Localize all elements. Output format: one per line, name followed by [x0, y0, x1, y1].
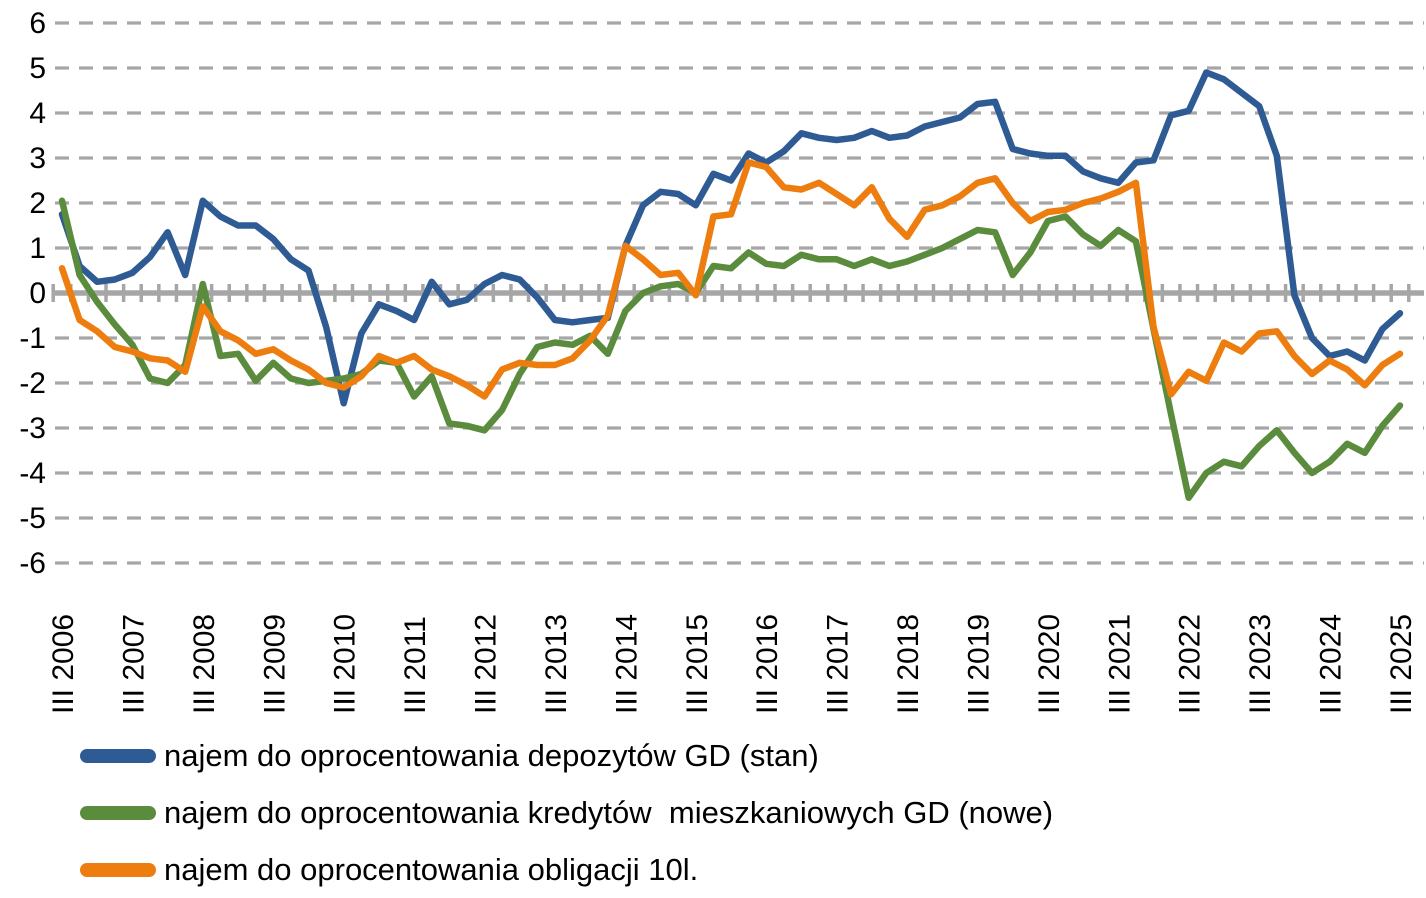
y-axis-tick-label: 6 [29, 7, 46, 40]
x-axis-tick-label: III 2010 [329, 614, 362, 714]
x-axis-tick-label: III 2007 [117, 614, 150, 714]
legend-item-bonds: najem do oprocentowania obligacji 10l. [80, 850, 1053, 890]
legend-swatch-mortgages-icon [80, 806, 156, 820]
legend: najem do oprocentowania depozytów GD (st… [80, 736, 1053, 890]
y-axis-tick-label: -3 [19, 412, 46, 445]
x-axis-tick-label: III 2014 [610, 614, 643, 714]
x-axis-tick-label: III 2016 [751, 614, 784, 714]
series-line-2 [58, 159, 1404, 400]
series-line-0 [58, 69, 1404, 407]
legend-item-mortgages: najem do oprocentowania kredytów mieszka… [80, 793, 1053, 833]
x-axis-tick-label: III 2009 [258, 614, 291, 714]
y-axis-tick-label: -6 [19, 547, 46, 580]
x-axis-tick-label: III 2021 [1103, 614, 1136, 714]
x-axis-tick-label: III 2023 [1244, 614, 1277, 714]
legend-item-deposits: najem do oprocentowania depozytów GD (st… [80, 736, 1053, 776]
x-axis-tick-label: III 2022 [1174, 614, 1207, 714]
x-axis-tick-label: III 2013 [540, 614, 573, 714]
x-axis-tick-label: III 2017 [822, 614, 855, 714]
y-axis-tick-label: -5 [19, 502, 46, 535]
x-axis-tick-label: III 2025 [1385, 614, 1418, 714]
legend-label-deposits: najem do oprocentowania depozytów GD (st… [164, 738, 819, 773]
y-axis-tick-label: -2 [19, 367, 46, 400]
y-axis-tick-label: 2 [29, 187, 46, 220]
y-axis-tick-label: 1 [29, 232, 46, 265]
x-axis-tick-label: III 2024 [1315, 614, 1348, 714]
legend-swatch-deposits-icon [80, 749, 156, 763]
y-axis-tick-label: -1 [19, 322, 46, 355]
legend-label-mortgages: najem do oprocentowania kredytów mieszka… [164, 795, 1054, 830]
x-axis-tick-label: III 2019 [962, 614, 995, 714]
x-axis-tick-label: III 2020 [1033, 614, 1066, 714]
y-axis-tick-label: -4 [19, 457, 46, 490]
legend-label-bonds: najem do oprocentowania obligacji 10l. [164, 852, 699, 887]
x-axis-tick-label: III 2008 [188, 614, 221, 714]
x-axis-tick-label: III 2018 [892, 614, 925, 714]
series-line-1 [58, 197, 1404, 502]
y-axis-tick-label: 3 [29, 142, 46, 175]
x-axis-tick-label: III 2015 [681, 614, 714, 714]
x-axis-tick-label: III 2006 [47, 614, 80, 714]
legend-swatch-bonds-icon [80, 863, 156, 877]
x-axis-tick-label: III 2012 [470, 614, 503, 714]
y-axis-tick-label: 4 [29, 97, 46, 130]
y-axis-tick-label: 5 [29, 52, 46, 85]
y-axis-tick-label: 0 [29, 277, 46, 310]
x-axis-tick-label: III 2011 [399, 616, 432, 714]
